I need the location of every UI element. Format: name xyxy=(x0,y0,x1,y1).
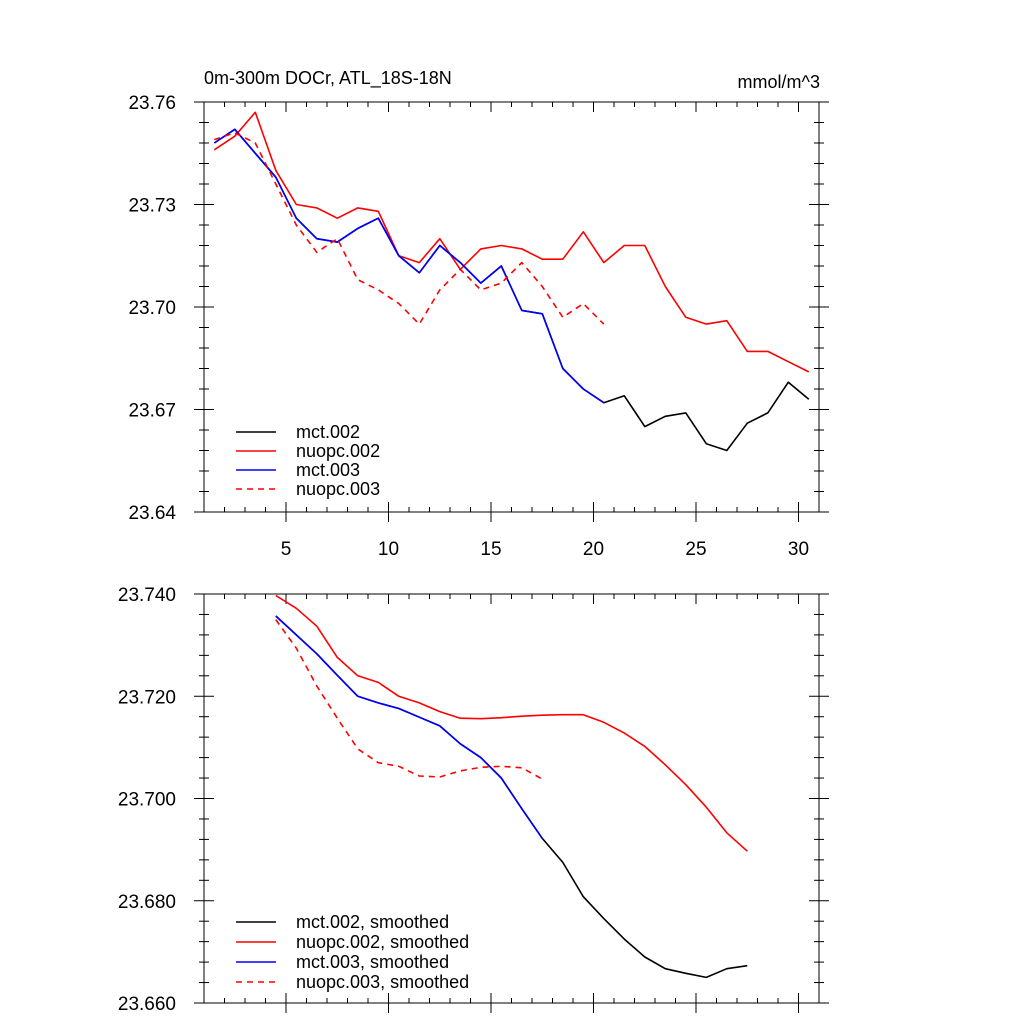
legend-label: nuopc.003 xyxy=(296,479,380,499)
series-line-mct-003-smoothed xyxy=(275,615,543,839)
y-tick-label: 23.76 xyxy=(128,93,176,114)
y-tick-label: 23.700 xyxy=(118,790,176,811)
y-tick-label: 23.720 xyxy=(118,687,176,708)
legend-label: nuopc.002 xyxy=(296,441,380,461)
legend-label: mct.003, smoothed xyxy=(296,952,449,972)
y-tick-label: 23.680 xyxy=(118,892,176,913)
y-tick-label: 23.64 xyxy=(128,503,176,524)
y-tick-label: 23.740 xyxy=(118,585,176,606)
y-tick-label: 23.660 xyxy=(118,994,176,1015)
y-tick-label: 23.67 xyxy=(128,401,176,422)
x-tick-label: 5 xyxy=(281,539,292,560)
legend-label: nuopc.003, smoothed xyxy=(296,972,469,992)
chart-title: 0m-300m DOCr, ATL_18S-18N xyxy=(204,68,452,89)
series-line-nuopc-002 xyxy=(213,111,810,373)
legend-label: mct.002 xyxy=(296,422,360,442)
x-tick-label: 20 xyxy=(583,539,604,560)
x-tick-label: 10 xyxy=(378,539,399,560)
x-tick-label: 30 xyxy=(788,539,809,560)
legend-label: mct.003 xyxy=(296,460,360,480)
series-line-nuopc-003 xyxy=(214,132,605,325)
bottom-panel: 23.660 23.680 23.700 23.720 23.740 mct.002, s… xyxy=(118,585,829,1015)
legend-label: mct.002, smoothed xyxy=(296,912,449,932)
series-line-nuopc-003-smoothed xyxy=(275,619,543,780)
series-line-nuopc-002-smoothed xyxy=(275,594,748,852)
legend-label: nuopc.002, smoothed xyxy=(296,932,469,952)
x-tick-label: 25 xyxy=(685,539,706,560)
y-tick-label: 23.70 xyxy=(128,298,176,319)
y-tick-label: 23.73 xyxy=(128,196,176,217)
x-tick-label: 15 xyxy=(480,539,501,560)
units-label: mmol/m^3 xyxy=(738,72,820,92)
top-panel: 5 10 15 20 25 30 23.64 23.67 23.70 23.73 23.76 mct.… xyxy=(128,93,829,560)
series-line-mct-003 xyxy=(213,128,605,404)
